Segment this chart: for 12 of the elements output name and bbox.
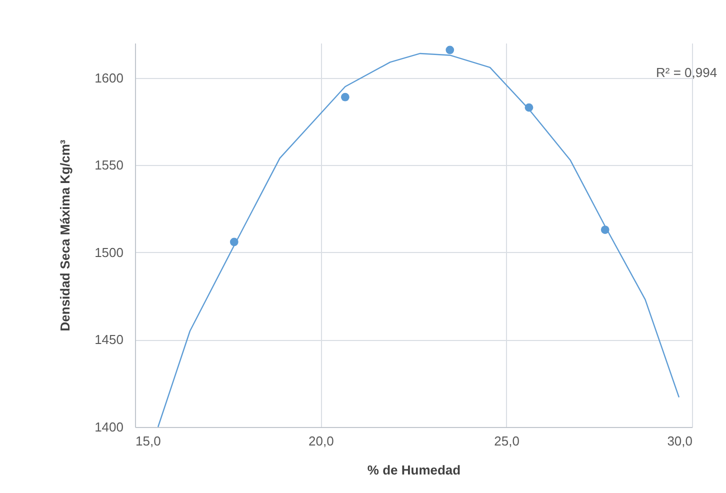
y-tick-label: 1450 (94, 332, 124, 348)
y-tick-label: 1600 (94, 70, 124, 86)
x-tick-label: 15,0 (136, 434, 161, 448)
y-tick-label: 1550 (94, 158, 124, 173)
y-tick-label: 1400 (94, 420, 124, 434)
y-axis-title: Densidad Seca Máxima Kg/cm³ (58, 139, 73, 332)
y-tick-label: 1500 (94, 244, 124, 260)
x-axis-title: % de Humedad (367, 462, 461, 478)
x-tick-label: 20,0 (308, 434, 334, 448)
x-tick-label: 30,0 (667, 434, 692, 448)
annotation: R² = 0,994 (656, 65, 718, 80)
x-tick-label: 25,0 (494, 434, 520, 448)
